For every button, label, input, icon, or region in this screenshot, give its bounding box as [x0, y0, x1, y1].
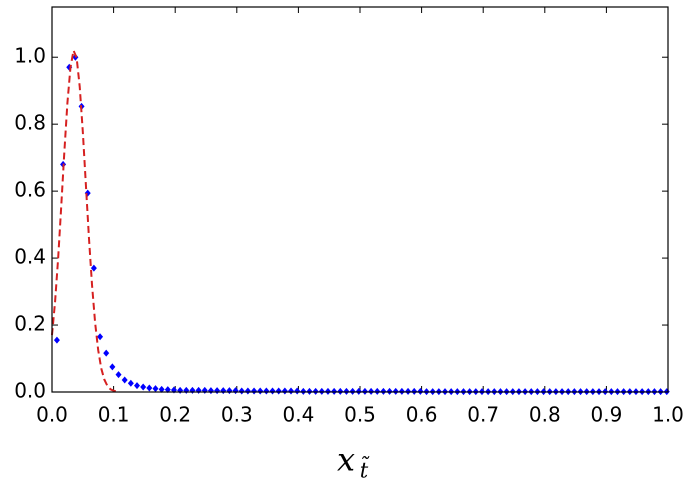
data-point — [269, 387, 276, 395]
data-point — [152, 385, 159, 393]
x-tick-label: 0.3 — [221, 403, 253, 427]
data-point — [318, 387, 325, 395]
y-tick-label: 0.6 — [14, 178, 46, 202]
data-point — [312, 387, 319, 395]
data-point — [361, 387, 368, 395]
data-point — [109, 363, 116, 371]
data-point — [398, 387, 405, 395]
data-point — [134, 382, 141, 390]
data-point — [244, 387, 251, 395]
data-point — [207, 387, 214, 395]
data-point — [392, 387, 399, 395]
y-tick-label: 0.2 — [14, 312, 46, 336]
y-tick-label: 1.0 — [14, 44, 46, 68]
data-point — [281, 387, 288, 395]
y-tick-label: 0.4 — [14, 245, 46, 269]
x-tick-label: 0.6 — [406, 403, 438, 427]
x-tick-label: 0.0 — [36, 403, 68, 427]
y-tick-label: 0.8 — [14, 111, 46, 135]
data-point — [405, 387, 412, 395]
data-point — [355, 387, 362, 395]
fit-line — [51, 47, 120, 393]
x-tick-label: 0.7 — [467, 403, 499, 427]
data-point — [214, 387, 221, 395]
y-tick-label: 0.0 — [14, 379, 46, 403]
x-axis-label: x — [337, 441, 355, 479]
data-point — [97, 333, 104, 341]
data-point — [331, 387, 338, 395]
data-point — [349, 387, 356, 395]
data-point — [294, 387, 301, 395]
data-point — [251, 387, 258, 395]
data-point — [53, 336, 60, 344]
x-tick-label: 0.1 — [98, 403, 130, 427]
x-tick-label: 0.9 — [590, 403, 622, 427]
data-point — [380, 387, 387, 395]
data-point — [189, 386, 196, 394]
data-point — [90, 264, 97, 272]
data-point — [300, 387, 307, 395]
data-point — [220, 387, 227, 395]
data-point — [417, 387, 424, 395]
data-point — [146, 384, 153, 392]
data-point — [177, 386, 184, 394]
data-point — [263, 387, 270, 395]
data-point — [226, 387, 233, 395]
data-point — [127, 379, 134, 387]
data-point — [201, 386, 208, 394]
data-point — [288, 387, 295, 395]
data-point — [103, 349, 110, 357]
x-axis-label-subscript: t̃ — [360, 456, 370, 482]
plot-frame — [51, 6, 669, 393]
data-point — [275, 387, 282, 395]
x-tick-label: 0.2 — [159, 403, 191, 427]
data-point — [386, 387, 393, 395]
data-point — [368, 387, 375, 395]
data-point — [343, 387, 350, 395]
data-point — [306, 387, 313, 395]
data-point — [121, 376, 128, 384]
x-tick-label: 0.5 — [344, 403, 376, 427]
data-point — [140, 383, 147, 391]
x-tick-label: 0.4 — [282, 403, 314, 427]
data-point — [257, 387, 264, 395]
data-point — [158, 385, 165, 393]
data-point — [324, 387, 331, 395]
data-point — [195, 386, 202, 394]
data-point — [232, 387, 239, 395]
x-tick-label: 0.8 — [529, 403, 561, 427]
data-point — [238, 387, 245, 395]
data-point — [411, 387, 418, 395]
data-point — [115, 371, 122, 379]
data-point — [183, 386, 190, 394]
x-tick-label: 1.0 — [652, 403, 684, 427]
data-point — [374, 387, 381, 395]
data-point — [337, 387, 344, 395]
